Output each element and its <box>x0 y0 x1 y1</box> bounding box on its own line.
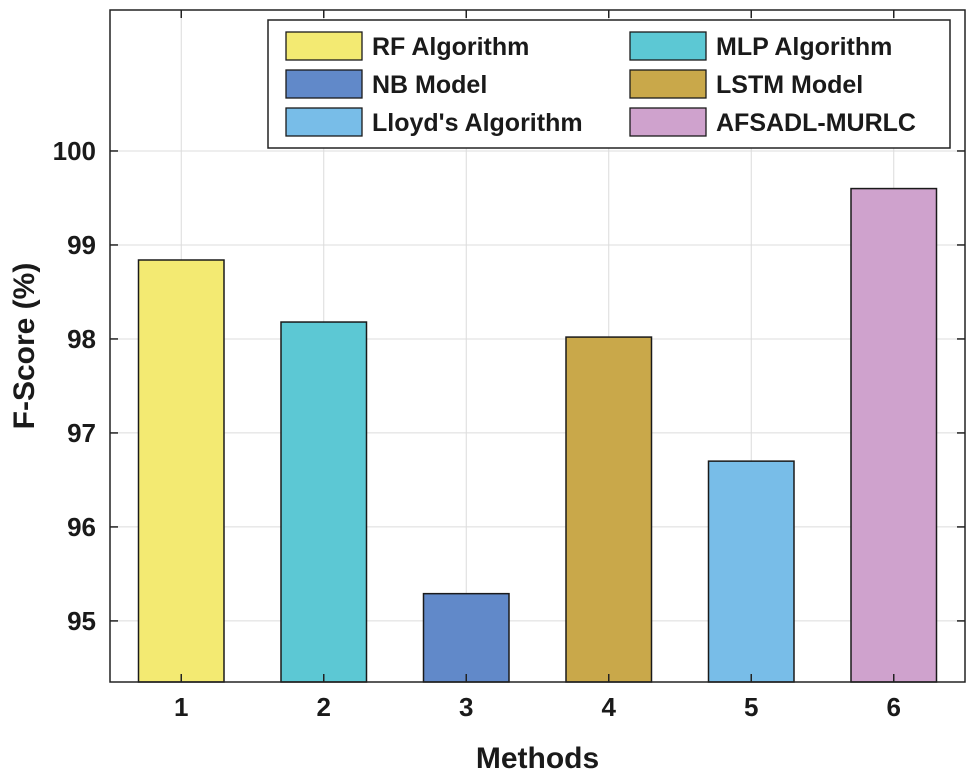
legend-box <box>267 19 951 149</box>
legend-swatch <box>285 69 363 99</box>
y-tick-label: 96 <box>67 512 96 542</box>
x-axis-title: Methods <box>476 742 599 775</box>
y-axis-title: F-Score (%) <box>8 263 41 430</box>
bar-method-5 <box>707 460 795 683</box>
bar-method-4 <box>565 336 653 683</box>
x-tick-label: 4 <box>602 692 617 722</box>
bars <box>137 187 938 683</box>
legend-swatch <box>629 31 707 61</box>
x-tick-label: 5 <box>744 692 758 722</box>
legend-swatch <box>629 107 707 137</box>
x-tick-label: 3 <box>459 692 473 722</box>
y-tick-label: 95 <box>67 606 96 636</box>
y-tick-label: 99 <box>67 230 96 260</box>
legend-swatch <box>285 107 363 137</box>
bar-method-2 <box>280 321 368 683</box>
legend: RF Algorithm MLP Algorithm NB Model LSTM Mo… <box>267 19 951 149</box>
x-tick-label: 1 <box>174 692 188 722</box>
y-tick-label: 100 <box>53 136 96 166</box>
axis-ticks: 1 2 3 4 5 6 95 96 97 98 99 100 <box>53 10 965 722</box>
legend-label: NB Model <box>372 71 487 99</box>
x-tick-label: 2 <box>317 692 331 722</box>
legend-label: RF Algorithm <box>372 33 529 61</box>
legend-label: MLP Algorithm <box>716 33 892 61</box>
legend-swatch <box>629 69 707 99</box>
bar-method-3 <box>422 592 510 683</box>
legend-label: Lloyd's Algorithm <box>372 109 583 137</box>
legend-label: LSTM Model <box>716 71 863 99</box>
y-tick-label: 98 <box>67 324 96 354</box>
x-tick-label: 6 <box>887 692 901 722</box>
legend-swatch <box>285 31 363 61</box>
plot-area-frame <box>109 9 966 683</box>
bar-method-1 <box>137 259 225 683</box>
legend-label: AFSADL-MURLC <box>716 109 916 137</box>
y-tick-label: 97 <box>67 418 96 448</box>
bar-method-6 <box>850 187 938 683</box>
